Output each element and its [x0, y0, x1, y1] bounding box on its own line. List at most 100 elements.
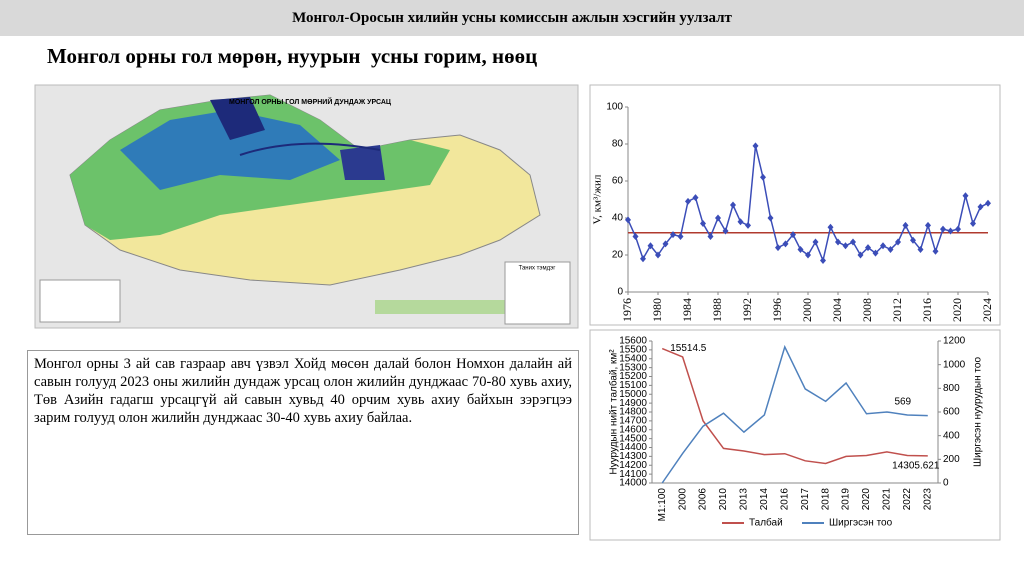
marker	[827, 223, 834, 231]
marker	[707, 233, 714, 240]
marker	[677, 233, 684, 240]
x-tick-label: 2022	[902, 488, 913, 511]
x-tick-label: 2016	[779, 488, 790, 511]
y-tick-label: 40	[612, 213, 624, 224]
marker	[662, 240, 669, 248]
marker	[820, 257, 826, 265]
marker	[767, 214, 774, 222]
x-tick-label: 2023	[922, 488, 933, 511]
x-tick-label: M1:100	[657, 488, 668, 522]
y-tick-label: 60	[612, 176, 624, 187]
y-tick-label: 14600	[619, 424, 647, 435]
x-tick-label: 2010	[718, 488, 729, 511]
y2-tick-label: 400	[943, 430, 960, 441]
marker	[910, 236, 916, 244]
marker	[872, 249, 879, 257]
value-label: 569	[894, 396, 911, 407]
value-label: 14305.621	[892, 461, 940, 472]
x-tick-label: 2024	[980, 298, 994, 322]
y2-axis-label: Ширгэсэн нуурудын тоо	[973, 357, 984, 467]
map-legend-title: Таних тэмдэг	[519, 266, 557, 272]
y-tick-label: 15100	[619, 380, 647, 391]
marker	[760, 173, 766, 181]
value-label: 15514.5	[670, 343, 707, 354]
x-tick-label: 1980	[650, 298, 664, 322]
y-tick-label: 14100	[619, 469, 647, 480]
marker	[670, 231, 676, 239]
series-line	[661, 344, 928, 484]
y-tick-label: 15600	[619, 336, 647, 347]
chart-frame	[589, 84, 1001, 326]
x-tick-label: 2014	[759, 488, 770, 511]
series-line	[661, 347, 928, 465]
x-tick-label: 2006	[698, 488, 709, 511]
y2-tick-label: 200	[943, 454, 960, 465]
y-tick-label: 15300	[619, 362, 647, 373]
marker	[835, 238, 841, 246]
y2-tick-label: 1000	[943, 359, 966, 370]
marker	[940, 225, 946, 233]
marker	[775, 244, 781, 252]
marker	[962, 192, 969, 200]
marker	[647, 242, 654, 250]
y-tick-label: 14700	[619, 416, 647, 427]
x-tick-label: 2020	[950, 298, 964, 322]
map-title: МОНГОЛ ОРНЫ ГОЛ МӨРНИЙ ДУНДАЖ УРСАЦ	[229, 97, 392, 106]
x-tick-label: 2017	[800, 488, 811, 511]
y-tick-label: 14500	[619, 433, 647, 444]
marker	[932, 247, 939, 255]
x-tick-label: 1992	[740, 298, 754, 322]
marker	[700, 220, 706, 228]
legend-label: Ширгэсэн тоо	[829, 518, 893, 529]
y-axis-label: V, км³/жил	[592, 174, 604, 224]
y-tick-label: 14800	[619, 407, 647, 418]
x-tick-label: 2013	[739, 488, 750, 511]
x-tick-label: 2004	[830, 298, 844, 322]
x-tick-label: 2018	[820, 488, 831, 511]
y2-tick-label: 600	[943, 407, 960, 418]
marker	[812, 238, 819, 246]
marker	[737, 218, 744, 226]
marker	[655, 251, 661, 259]
marker	[925, 221, 931, 229]
x-tick-label: 2012	[890, 298, 904, 322]
marker	[970, 220, 976, 228]
y2-tick-label: 0	[943, 478, 949, 489]
y-tick-label: 15200	[619, 371, 647, 382]
y-tick-label: 15500	[619, 345, 647, 356]
slide-title: Монгол орны гол мөрөн, нуурын усны горим…	[47, 44, 538, 68]
legend-label: Талбай	[749, 517, 783, 529]
y-tick-label: 100	[606, 102, 623, 113]
x-tick-label: 2000	[800, 298, 814, 322]
y-tick-label: 14200	[619, 460, 647, 471]
y-tick-label: 20	[612, 250, 624, 261]
text-box: Монгол орны 3 ай сав газраар авч үзвэл Х…	[27, 350, 579, 535]
marker	[955, 225, 961, 233]
x-tick-label: 1976	[620, 298, 634, 322]
y-tick-label: 0	[617, 287, 623, 298]
marker	[977, 203, 984, 211]
y-tick-label: 14300	[619, 451, 647, 462]
marker	[887, 245, 894, 253]
marker	[752, 142, 759, 150]
x-tick-label: 2021	[882, 488, 893, 511]
marker	[640, 255, 646, 263]
x-tick-label: 1988	[710, 298, 724, 322]
marker	[895, 238, 901, 246]
marker	[865, 244, 871, 252]
x-tick-label: 2016	[920, 298, 934, 322]
marker	[790, 231, 796, 239]
y-tick-label: 15000	[619, 389, 647, 400]
marker	[722, 227, 729, 235]
marker	[715, 214, 721, 222]
x-tick-label: 2000	[677, 488, 688, 511]
y-tick-label: 80	[612, 139, 624, 150]
marker	[745, 221, 751, 229]
x-tick-label: 2019	[841, 488, 852, 511]
marker	[632, 233, 639, 240]
y-axis-label: Нуурудын нийт талбай, км²	[608, 349, 620, 475]
x-tick-label: 2020	[861, 488, 872, 511]
marker	[842, 242, 849, 250]
marker	[947, 227, 954, 235]
